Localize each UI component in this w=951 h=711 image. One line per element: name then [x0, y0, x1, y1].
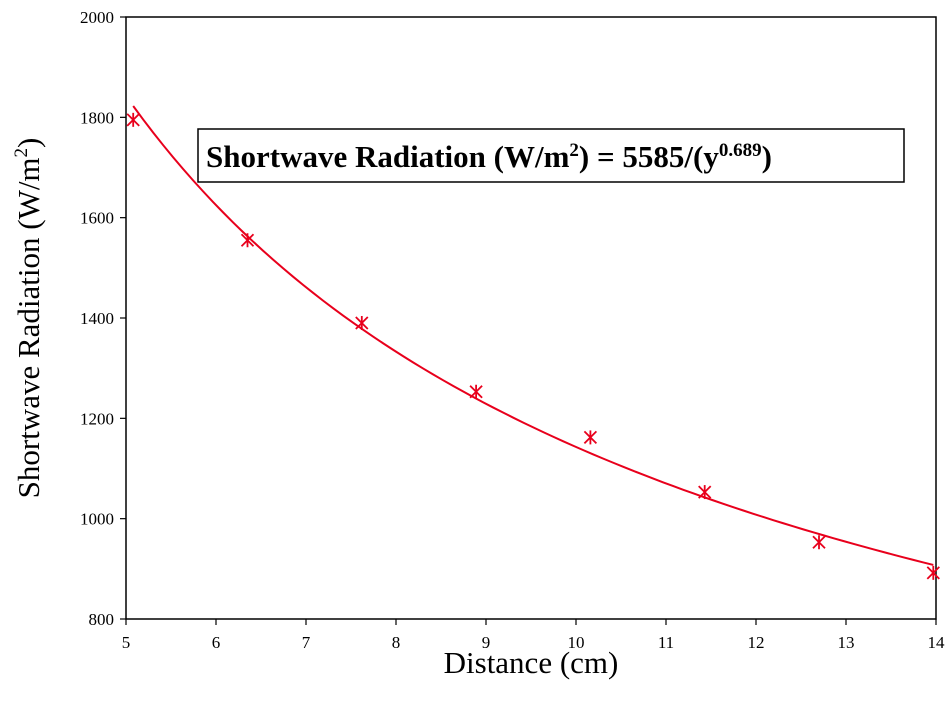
equation-sup-1: 2	[569, 140, 579, 161]
equation-box: Shortwave Radiation (W/m2) = 5585/(y0.68…	[197, 128, 905, 183]
y-axis-title-end: )	[11, 138, 46, 148]
y-axis-title-sup: 2	[11, 148, 32, 158]
data-point-marker	[812, 535, 826, 550]
y-tick-label: 1400	[80, 309, 114, 328]
fit-curve	[132, 105, 934, 566]
x-tick-label: 14	[928, 633, 946, 652]
y-axis-ticks: 800 1000 1200 1400 1600 1800 2000	[80, 8, 126, 629]
y-tick-label: 800	[89, 610, 115, 629]
y-tick-label: 1600	[80, 209, 114, 228]
y-axis-title-main: Shortwave Radiation (W/m	[11, 157, 46, 498]
x-tick-label: 6	[212, 633, 221, 652]
x-tick-label: 7	[302, 633, 311, 652]
data-point-marker	[240, 233, 255, 248]
y-tick-label: 1800	[80, 108, 114, 127]
equation-part-3: )	[762, 139, 772, 174]
data-point-marker	[355, 316, 369, 331]
data-point-marker	[926, 565, 940, 580]
x-tick-label: 12	[748, 633, 765, 652]
equation-box-border	[197, 128, 905, 183]
equation-sup-2: 0.689	[719, 140, 762, 161]
x-tick-label: 13	[838, 633, 855, 652]
x-axis-title: Distance (cm)	[444, 645, 619, 680]
y-axis-title: Shortwave Radiation (W/m2)	[11, 138, 46, 499]
data-point-marker	[698, 485, 712, 500]
plot-area	[125, 16, 937, 620]
data-point-marker	[583, 430, 598, 445]
equation-part-1: Shortwave Radiation (W/m	[206, 139, 570, 174]
equation-text: Shortwave Radiation (W/m2) = 5585/(y0.68…	[206, 139, 772, 174]
data-point-marker	[469, 384, 483, 399]
x-tick-label: 5	[122, 633, 131, 652]
equation-part-2: ) = 5585/(y	[579, 139, 719, 174]
data-point-marker	[126, 112, 140, 127]
x-tick-label: 10	[568, 633, 585, 652]
y-tick-label: 2000	[80, 8, 114, 27]
x-tick-label: 9	[482, 633, 491, 652]
y-tick-label: 1200	[80, 409, 114, 428]
y-tick-label: 1000	[80, 510, 114, 529]
x-axis-ticks: 5 6 7 8 9 10 11 12 13 14	[122, 619, 945, 652]
x-tick-label: 11	[658, 633, 674, 652]
x-tick-label: 8	[392, 633, 401, 652]
data-markers	[126, 112, 940, 580]
